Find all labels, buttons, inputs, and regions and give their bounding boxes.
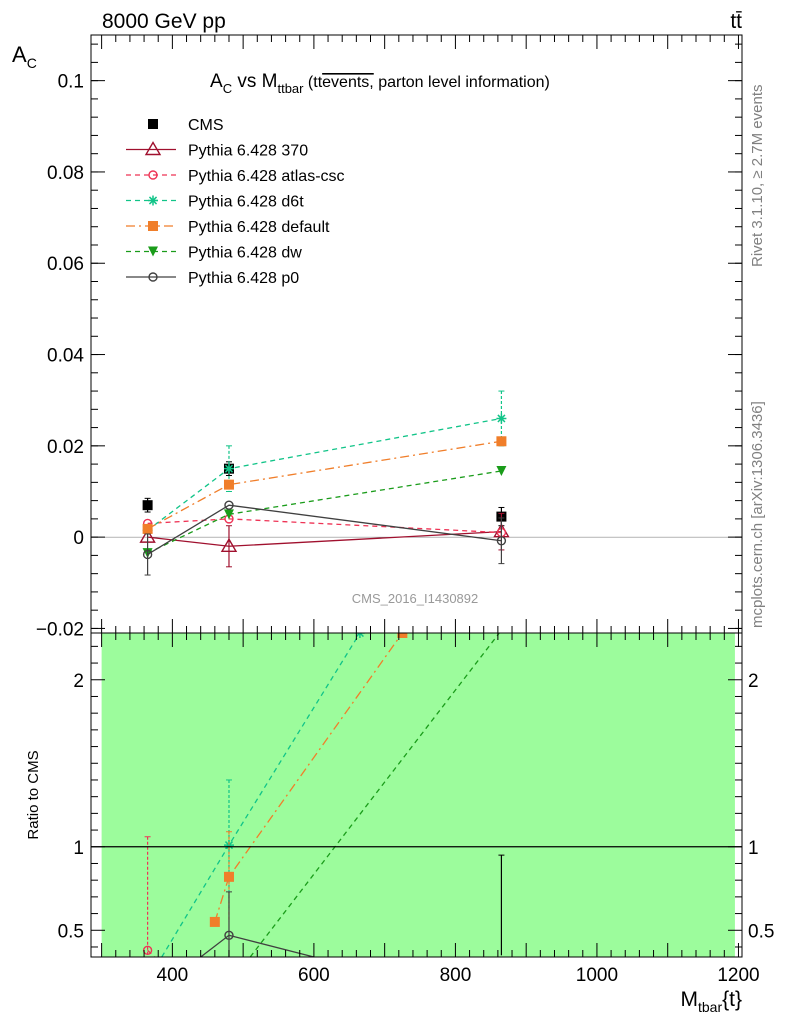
main-ytick-label: 0.1 <box>58 72 84 93</box>
ratio-ytick-label: 0.5 <box>58 921 84 942</box>
legend-label: Pythia 6.428 d6t <box>188 194 304 211</box>
data-point <box>223 509 234 520</box>
legend-entry: Pythia 6.428 atlas-csc <box>126 168 345 185</box>
main-title: AC vs Mttbar (ttevents, parton level inf… <box>210 71 550 96</box>
data-point <box>496 413 507 424</box>
legend-marker <box>148 221 158 231</box>
energy-label: 8000 GeV pp <box>102 10 226 33</box>
ratio-series-pythia-6-428-d6t <box>161 633 365 957</box>
main-ytick-label: 0.06 <box>47 254 84 275</box>
xtick-label: 600 <box>298 965 330 986</box>
ratio-point <box>209 916 220 927</box>
series-line <box>147 440 502 530</box>
legend-marker <box>144 141 162 156</box>
data-point <box>224 500 234 510</box>
legend-label: CMS <box>188 117 224 134</box>
legend-entry: Pythia 6.428 dw <box>126 245 302 262</box>
xtick-label: 1200 <box>717 965 759 986</box>
xtick-label: 400 <box>157 965 189 986</box>
legend-entry: Pythia 6.428 d6t <box>126 194 304 211</box>
legend-marker <box>148 170 158 180</box>
main-axis-layer: −0.02 0 0.02 0.04 0.06 0.08 0.1 <box>36 34 743 640</box>
ratio-ytick-label: 2 <box>73 671 84 692</box>
ratio-axis-layer: 0.5 0.5 1 1 2 2 400 600 800 1000 1200 <box>58 632 774 986</box>
x-axis-label: Mtbar{t} <box>681 988 743 1015</box>
ratio-ytick-label-right: 2 <box>748 671 759 692</box>
series-line <box>147 518 502 534</box>
ratio-point <box>223 840 234 851</box>
ratio-series-cms <box>498 854 505 956</box>
analysis-watermark: CMS_2016_I1430892 <box>352 591 479 606</box>
series-pythia-6-428-d6t <box>142 390 507 536</box>
series-pythia-6-428-default <box>142 436 507 534</box>
rivet-version-label: Rivet 3.1.10, ≥ 2.7M events <box>749 85 766 268</box>
legend-marker <box>148 272 158 282</box>
data-point <box>496 465 507 476</box>
ratio-point <box>397 633 408 638</box>
ratio-ylabel: Ratio to CMS <box>25 750 42 839</box>
data-point <box>223 479 234 490</box>
legend: CMS Pythia 6.428 370 Pythia 6.428 atlas-cs… <box>126 117 345 287</box>
legend-marker <box>148 246 158 257</box>
ratio-ytick-label-right: 1 <box>748 838 759 859</box>
series-pythia-6-428-370 <box>139 512 510 568</box>
legend-entry: Pythia 6.428 p0 <box>126 270 299 287</box>
main-series-layer <box>139 390 510 576</box>
legend-entry: Pythia 6.428 370 <box>126 141 308 160</box>
series-line <box>147 417 502 531</box>
series-pythia-6-428-dw <box>142 465 507 559</box>
data-point <box>142 523 153 534</box>
ratio-ytick-label: 1 <box>73 838 84 859</box>
ratio-series-layer <box>142 633 505 957</box>
data-point <box>496 436 507 447</box>
ratio-band-layer <box>101 633 735 957</box>
legend-entry: CMS <box>148 117 224 134</box>
data-point <box>220 537 238 552</box>
xtick-label: 1000 <box>576 965 618 986</box>
data-point <box>142 549 153 560</box>
ratio-point <box>223 871 234 882</box>
series-pythia-6-428-p0 <box>142 500 507 576</box>
series-cms <box>142 461 507 527</box>
main-ytick-label: −0.02 <box>36 619 84 640</box>
legend-label: Pythia 6.428 atlas-csc <box>188 168 345 185</box>
ratio-series-pythia-6-428-p0 <box>200 891 315 957</box>
main-ylabel: AC <box>12 42 37 71</box>
legend-label: Pythia 6.428 370 <box>188 143 308 160</box>
ratio-ytick-label-right: 0.5 <box>748 921 774 942</box>
process-label: tt̄ <box>730 10 742 33</box>
mcplots-label: mcplots.cern.ch [arXiv:1306.3436] <box>749 401 766 628</box>
ratio-uncertainty-band <box>101 633 735 957</box>
data-point <box>142 500 153 511</box>
legend-label: Pythia 6.428 dw <box>188 245 302 262</box>
ratio-frame <box>90 632 743 958</box>
data-point <box>223 463 234 474</box>
legend-label: Pythia 6.428 default <box>188 219 330 236</box>
main-ytick-label: 0 <box>73 528 84 549</box>
xtick-label: 800 <box>440 965 472 986</box>
ratio-point <box>224 930 234 940</box>
legend-marker <box>148 119 158 129</box>
legend-label: Pythia 6.428 p0 <box>188 270 299 287</box>
ratio-curves <box>142 633 505 957</box>
main-ytick-label: 0.08 <box>47 163 84 184</box>
series-line <box>147 504 502 556</box>
legend-marker <box>148 195 158 206</box>
main-ytick-label: 0.02 <box>47 437 84 458</box>
data-point <box>496 536 507 546</box>
main-ytick-label: 0.04 <box>47 346 84 367</box>
legend-entry: Pythia 6.428 default <box>126 219 330 236</box>
